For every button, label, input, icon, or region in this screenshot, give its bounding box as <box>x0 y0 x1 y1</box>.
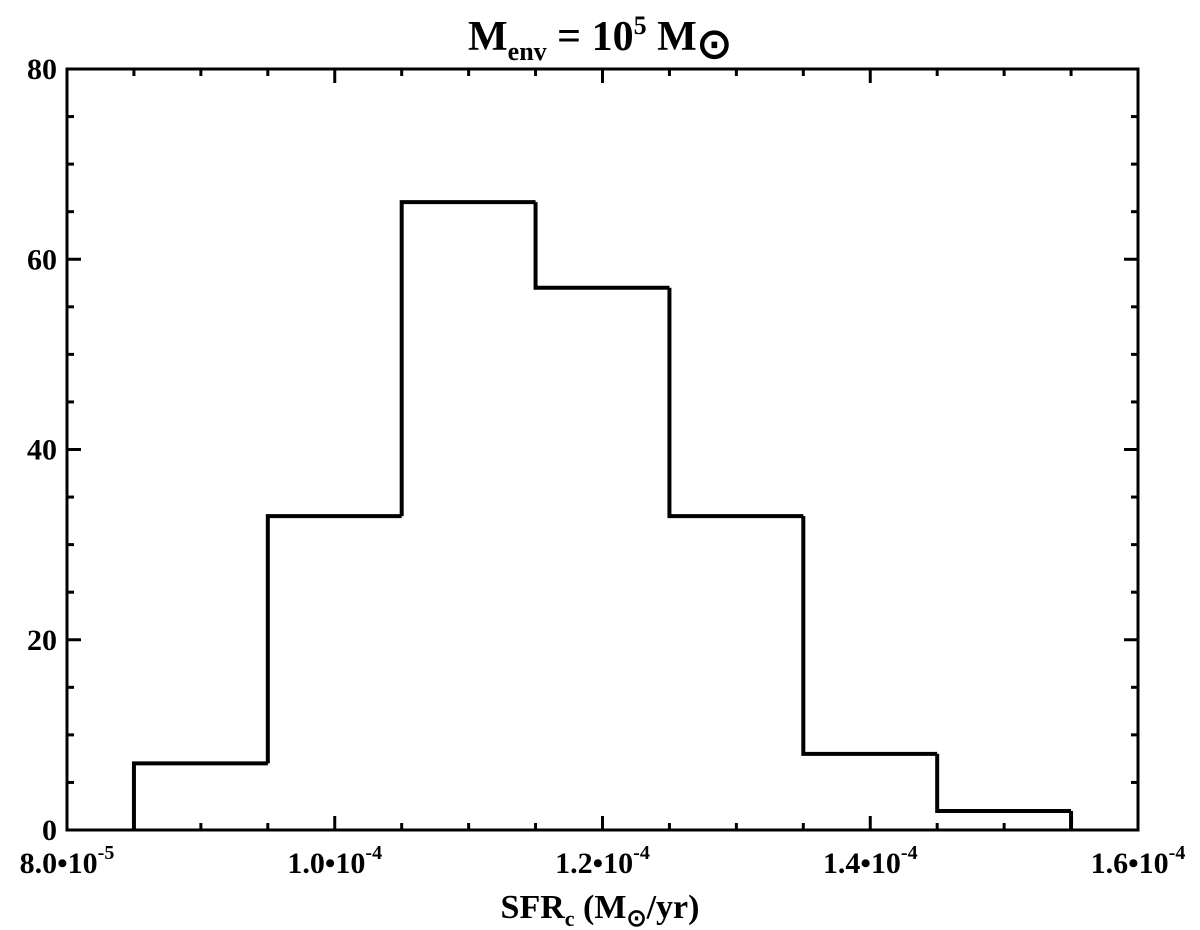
x-tick-label: 8.0•10-5 <box>20 842 115 880</box>
x-tick-label-base: 8.0•10 <box>20 847 98 880</box>
x-label-part: SFR <box>501 889 566 926</box>
plot-frame <box>65 67 1140 832</box>
x-tick-label: 1.2•10-4 <box>555 842 650 880</box>
chart-title: Menv = 105 M⊙ <box>468 11 732 68</box>
histogram-bar <box>935 753 1072 813</box>
x-tick-label-base: 1.6•10 <box>1091 847 1169 880</box>
y-tick-label: 80 <box>27 53 57 86</box>
histogram-bar <box>533 202 670 290</box>
x-label-part: ⊙ <box>626 906 646 930</box>
y-tick-label: 40 <box>27 434 57 467</box>
x-tick-label-exponent: -5 <box>98 842 115 864</box>
title-part: ⊙ <box>697 22 732 68</box>
title-part: M <box>468 14 508 60</box>
x-label-part: c <box>565 906 575 930</box>
x-tick-label-base: 1.2•10 <box>555 847 633 880</box>
histogram-bar <box>265 514 402 764</box>
x-tick-label-exponent: -4 <box>633 842 650 864</box>
x-tick-label: 1.0•10-4 <box>287 842 382 880</box>
x-axis-label: SFRc (M⊙/yr) <box>501 889 700 930</box>
x-label-part: (M <box>575 889 627 926</box>
histogram-bar <box>399 200 536 517</box>
title-part: env <box>508 37 547 66</box>
x-tick-label-exponent: -4 <box>1169 842 1186 864</box>
title-part: 5 <box>634 11 647 40</box>
y-tick-label: 20 <box>27 624 57 657</box>
histogram-bar <box>667 287 804 519</box>
histogram-bar <box>131 761 268 830</box>
histogram-bar <box>801 516 938 756</box>
y-tick-label: 0 <box>42 814 57 847</box>
x-tick-label: 1.4•10-4 <box>823 842 918 880</box>
x-tick-label: 1.6•10-4 <box>1091 842 1186 880</box>
title-part: = 10 <box>547 14 634 60</box>
x-tick-label-exponent: -4 <box>901 842 918 864</box>
x-tick-label-base: 1.0•10 <box>287 847 365 880</box>
y-tick-label: 60 <box>27 243 57 276</box>
x-label-part: /yr) <box>646 889 700 926</box>
x-tick-label-base: 1.4•10 <box>823 847 901 880</box>
title-part: M <box>647 14 697 60</box>
x-tick-label-exponent: -4 <box>365 842 382 864</box>
